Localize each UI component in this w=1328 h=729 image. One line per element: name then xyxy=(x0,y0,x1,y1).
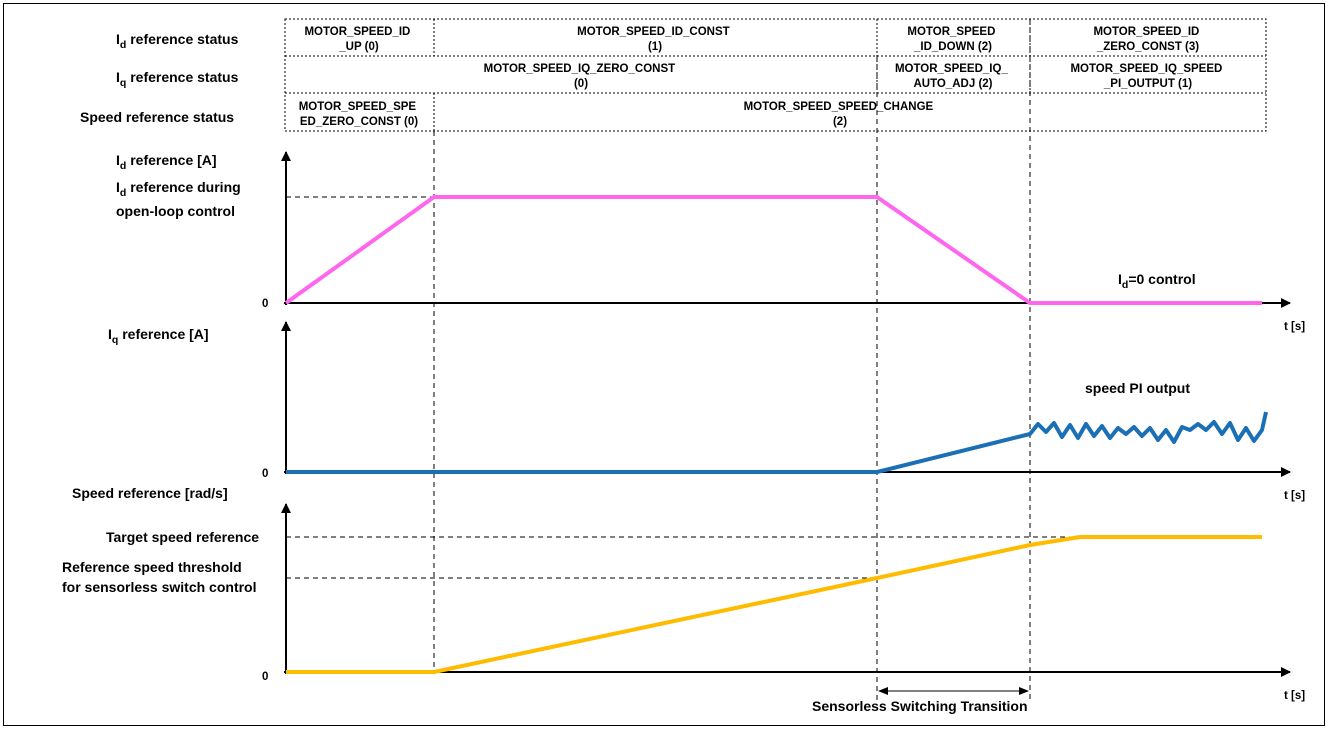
id-ylabel: Id reference [A] xyxy=(116,152,217,172)
id-cell-4: MOTOR_SPEED_ID _ZERO_CONST (3) xyxy=(1093,26,1202,53)
id-cell-3: MOTOR_SPEED _ID_DOWN (2) xyxy=(907,26,998,53)
iq-annotation: speed PI output xyxy=(1085,380,1190,396)
speed-plot xyxy=(281,503,1291,695)
id-plot xyxy=(281,151,1291,308)
speed-cell-2: MOTOR_SPEED_SPEED_CHANGE (2) xyxy=(744,101,937,128)
iq-ylabel: Iq reference [A] xyxy=(108,326,209,346)
iq-plot xyxy=(281,321,1291,477)
iq-cell-1: MOTOR_SPEED_IQ_ZERO_CONST (0) xyxy=(484,63,679,90)
id-cell-1: MOTOR_SPEED_ID _UP (0) xyxy=(304,26,413,53)
iq-status-label: Iq reference status xyxy=(116,69,239,89)
iq-zero-label: 0 xyxy=(262,468,268,480)
speed-cell-1: MOTOR_SPEED_SPE ED_ZERO_CONST (0) xyxy=(299,101,420,128)
id-level-label: Id reference during open-loop control xyxy=(116,179,245,219)
status-table xyxy=(284,18,1267,132)
target-speed-label: Target speed reference xyxy=(106,529,259,545)
iq-xlabel: t [s] xyxy=(1284,490,1305,502)
id-cell-2: MOTOR_SPEED_ID_CONST (1) xyxy=(577,26,733,53)
iq-reference-trace xyxy=(286,411,1268,474)
threshold-speed-label: Reference speed threshold for sensorless… xyxy=(62,559,257,595)
speed-reference-trace xyxy=(286,535,1262,674)
outer-border xyxy=(3,3,1325,726)
iq-cell-3: MOTOR_SPEED_IQ_SPEED _PI_OUTPUT (1) xyxy=(1070,63,1225,90)
speed-xlabel: t [s] xyxy=(1284,690,1305,702)
id-annotation: Id=0 control xyxy=(1118,271,1196,291)
id-status-label: Id reference status xyxy=(116,31,239,51)
speed-zero-label: 0 xyxy=(262,671,268,683)
phase-guides xyxy=(433,19,1031,700)
id-reference-trace xyxy=(284,195,1262,305)
speed-status-label: Speed reference status xyxy=(80,109,234,125)
id-zero-label: 0 xyxy=(262,298,268,310)
iq-cell-2: MOTOR_SPEED_IQ_ AUTO_ADJ (2) xyxy=(895,63,1011,90)
transition-label: Sensorless Switching Transition xyxy=(812,698,1028,714)
id-xlabel: t [s] xyxy=(1284,321,1305,333)
speed-ylabel: Speed reference [rad/s] xyxy=(72,485,228,501)
